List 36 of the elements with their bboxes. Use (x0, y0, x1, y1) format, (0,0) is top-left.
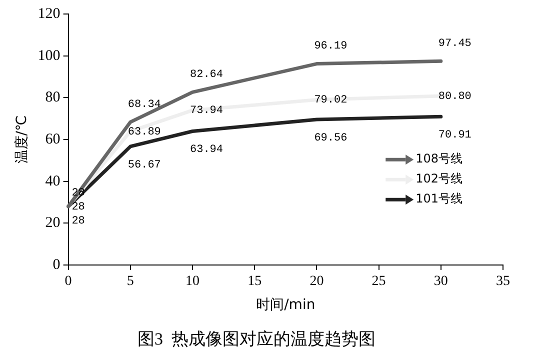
data-label: 28 (72, 187, 85, 200)
data-label: 68.34 (128, 98, 162, 111)
data-label: 63.94 (190, 144, 224, 156)
y-tick-label: 60 (45, 131, 60, 148)
y-tick-label: 40 (45, 173, 60, 190)
text: 图3 热成像图对应的温度趋势图 (138, 329, 376, 348)
y-axis-title: 温度/℃ (14, 115, 30, 164)
x-axis-title: 时间/min (256, 296, 316, 313)
y-tick-label: 0 (52, 256, 60, 273)
x-tick-label: 5 (126, 274, 134, 290)
x-tick-label: 10 (186, 274, 200, 290)
data-label: 70.91 (438, 130, 472, 142)
y-tick-label: 120 (38, 6, 60, 22)
y-tick-label: 80 (45, 90, 60, 106)
data-label: 63.89 (128, 126, 161, 138)
x-tick-label: 15 (248, 274, 262, 290)
data-label: 80.80 (438, 90, 472, 103)
x-tick-label: 20 (310, 274, 324, 290)
x-tick-label: 0 (64, 274, 72, 290)
data-label: 97.45 (438, 38, 472, 50)
data-label: 28 (72, 215, 85, 228)
data-label: 69.56 (314, 132, 348, 144)
data-label: 79.02 (314, 94, 348, 107)
data-label: 96.19 (314, 40, 348, 53)
legend-label: 108号线 (416, 152, 463, 166)
y-tick-label: 20 (45, 215, 60, 232)
data-label: 82.64 (190, 69, 224, 82)
x-tick-label: 30 (434, 274, 448, 290)
x-tick-label: 25 (372, 274, 386, 290)
data-label: 73.94 (190, 105, 224, 118)
legend-label: 101号线 (416, 192, 463, 206)
legend-label: 102号线 (416, 172, 463, 186)
data-label: 28 (72, 201, 85, 214)
x-tick-label: 35 (496, 274, 510, 290)
y-tick-label: 100 (38, 48, 60, 64)
data-label: 56.67 (128, 159, 161, 172)
